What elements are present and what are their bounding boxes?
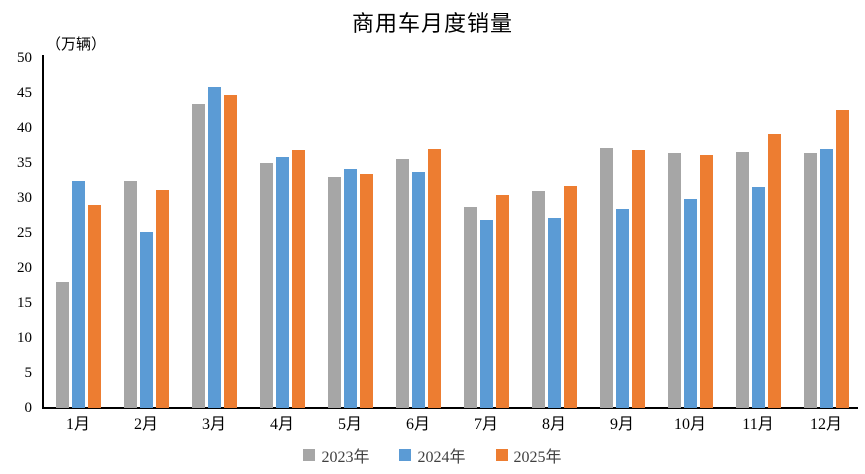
- bar-2024年-10月: [683, 199, 697, 408]
- bar-2025年-6月: [427, 149, 441, 408]
- bar-2024年-1月: [71, 181, 85, 408]
- bar-2025年-9月: [631, 150, 645, 408]
- bar-2025年-12月: [835, 109, 849, 408]
- legend: 2023年 2024年 2025年: [0, 443, 865, 467]
- legend-swatch-icon: [399, 449, 412, 461]
- y-tick-label: 15: [17, 295, 32, 311]
- bar-group-10月: [656, 58, 724, 408]
- chart-title: 商用车月度销量: [351, 11, 513, 36]
- bar-2025年-3月: [223, 95, 237, 408]
- bar-2025年-5月: [359, 173, 373, 408]
- bar-2024年-2月: [139, 232, 153, 408]
- y-tick-label: 30: [17, 190, 32, 206]
- bar-2024年-12月: [819, 149, 833, 408]
- bar-2025年-1月: [87, 205, 101, 408]
- x-tick-label: 5月: [337, 416, 362, 433]
- plot-area: [44, 58, 860, 408]
- y-axis-unit-label: （万辆）: [46, 37, 107, 53]
- bar-2024年-8月: [547, 217, 561, 408]
- y-tick-label: 40: [17, 120, 32, 136]
- y-tick-label: 45: [17, 85, 32, 101]
- bar-group-4月: [248, 58, 316, 408]
- bar-2024年-4月: [275, 157, 289, 408]
- bar-group-3月: [180, 58, 248, 408]
- legend-item-2025年: 2025年: [495, 443, 562, 467]
- y-tick-label: 25: [17, 225, 32, 241]
- bar-group-9月: [588, 58, 656, 408]
- bar-2023年-10月: [667, 152, 681, 408]
- bar-group-12月: [792, 58, 860, 408]
- x-tick-label: 3月: [201, 416, 226, 433]
- legend-item-2023年: 2023年: [303, 443, 369, 467]
- y-tick-label: 10: [17, 330, 32, 346]
- bar-2025年-2月: [155, 189, 169, 408]
- bar-group-11月: [724, 58, 792, 408]
- bar-group-2月: [112, 58, 180, 408]
- bar-2023年-1月: [55, 282, 69, 408]
- bar-2023年-11月: [735, 151, 749, 408]
- y-tick-label: 35: [17, 155, 32, 171]
- x-tick-label: 10月: [673, 416, 706, 433]
- bar-2023年-6月: [395, 158, 409, 408]
- bar-2023年-2月: [123, 180, 137, 408]
- y-tick-label: 5: [24, 365, 33, 381]
- bar-group-8月: [520, 58, 588, 408]
- x-tick-label: 1月: [65, 416, 90, 433]
- bar-2023年-12月: [803, 153, 817, 408]
- bar-2024年-6月: [411, 172, 425, 408]
- legend-label: 2025年: [513, 449, 562, 466]
- x-tick-label: 2月: [133, 416, 158, 433]
- legend-swatch-icon: [495, 449, 508, 461]
- x-tick-label: 7月: [473, 416, 498, 433]
- legend-label: 2023年: [321, 449, 370, 466]
- legend-label: 2024年: [417, 449, 466, 466]
- bar-2023年-8月: [531, 191, 545, 408]
- bar-2024年-11月: [751, 186, 765, 408]
- y-tick-label: 0: [24, 400, 33, 416]
- y-tick-label: 50: [17, 50, 32, 66]
- bar-2025年-8月: [563, 186, 577, 408]
- legend-item-2024年: 2024年: [399, 443, 466, 467]
- bar-2023年-7月: [463, 207, 477, 408]
- bar-2023年-4月: [259, 163, 273, 408]
- bar-2024年-3月: [207, 86, 221, 408]
- x-tick-label: 4月: [269, 416, 294, 433]
- bar-2024年-5月: [343, 168, 357, 408]
- bar-2025年-4月: [291, 149, 305, 408]
- bar-group-5月: [316, 58, 384, 408]
- bar-group-7月: [452, 58, 520, 408]
- x-tick-label: 11月: [742, 416, 774, 433]
- bar-2025年-11月: [767, 133, 781, 408]
- y-tick-label: 20: [17, 260, 32, 276]
- x-tick-label: 9月: [609, 416, 634, 433]
- bar-group-6月: [384, 58, 452, 408]
- x-tick-label: 12月: [809, 416, 842, 433]
- bar-2023年-5月: [327, 177, 341, 408]
- bar-2025年-10月: [699, 155, 713, 408]
- x-tick-label: 8月: [541, 416, 566, 433]
- bar-2023年-9月: [599, 147, 613, 408]
- bar-2025年-7月: [495, 194, 509, 408]
- bar-group-1月: [44, 58, 112, 408]
- bar-2023年-3月: [191, 103, 205, 408]
- x-axis-line: [42, 407, 858, 409]
- legend-swatch-icon: [303, 449, 316, 461]
- y-axis-line: [42, 55, 44, 409]
- x-tick-label: 6月: [405, 416, 430, 433]
- bar-2024年-9月: [615, 209, 629, 408]
- bar-2024年-7月: [479, 220, 493, 408]
